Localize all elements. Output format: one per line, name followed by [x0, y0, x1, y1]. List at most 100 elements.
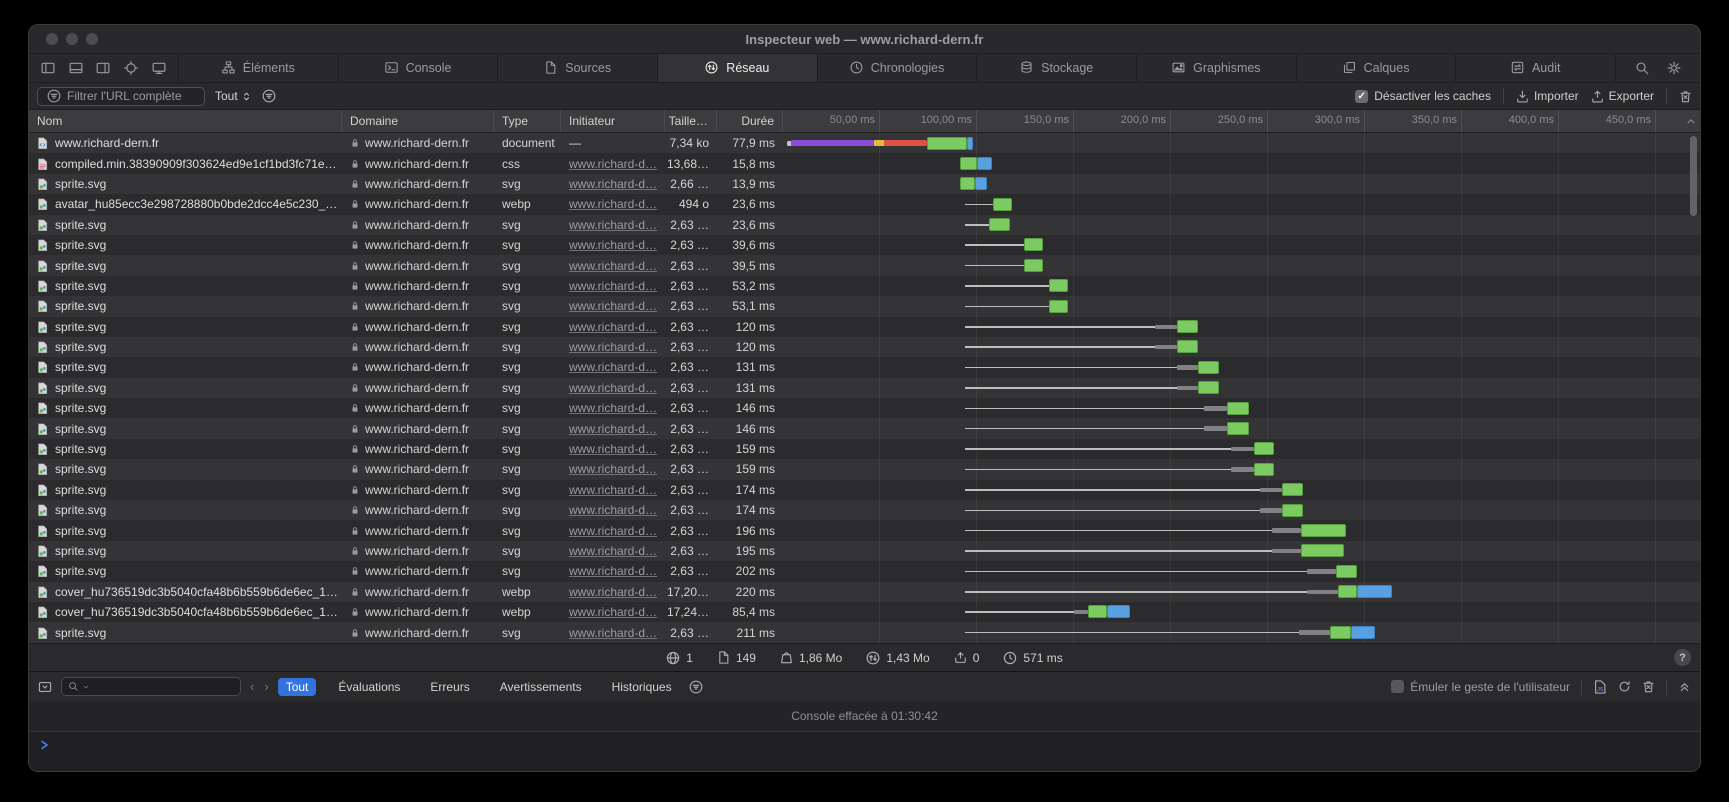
help-button[interactable]: ?	[1674, 649, 1691, 666]
previous-result-button[interactable]: ‹	[250, 679, 254, 694]
console-filter-tout[interactable]: Tout	[278, 678, 317, 696]
tab-graphismes[interactable]: Graphismes	[1137, 54, 1297, 82]
initiator-link[interactable]: www.richard-d…	[569, 442, 657, 456]
initiator-link[interactable]: www.richard-d…	[569, 299, 657, 313]
initiator-link[interactable]: www.richard-d…	[569, 544, 657, 558]
column-header-duration[interactable]: Durée	[717, 110, 783, 132]
table-row[interactable]: sprite.svgwww.richard-dern.frsvgwww.rich…	[29, 357, 1700, 377]
initiator-link[interactable]: www.richard-d…	[569, 259, 657, 273]
reload-icon[interactable]	[1618, 680, 1631, 693]
console-scope-icon[interactable]	[38, 680, 52, 694]
table-row[interactable]: cover_hu736519dc3b5040cfa48b6b559b6de6ec…	[29, 602, 1700, 622]
tab-sources[interactable]: Sources	[498, 54, 658, 82]
initiator-link[interactable]: www.richard-d…	[569, 585, 657, 599]
clear-console-trash-icon[interactable]	[1642, 680, 1655, 693]
device-preview-icon[interactable]	[150, 59, 168, 77]
tab-éléments[interactable]: Éléments	[179, 54, 339, 82]
tab-calques[interactable]: Calques	[1297, 54, 1457, 82]
dock-right-icon[interactable]	[94, 59, 112, 77]
search-icon[interactable]	[1635, 61, 1649, 75]
initiator-link[interactable]: www.richard-d…	[569, 401, 657, 415]
emulate-user-gesture-checkbox[interactable]: Émuler le geste de l'utilisateur	[1391, 680, 1570, 694]
tab-stockage[interactable]: Stockage	[977, 54, 1137, 82]
table-row[interactable]: sprite.svgwww.richard-dern.frsvgwww.rich…	[29, 480, 1700, 500]
url-filter-field[interactable]: Filtrer l'URL complète	[37, 87, 205, 106]
console-filter-erreurs[interactable]: Erreurs	[422, 678, 477, 696]
initiator-link[interactable]: www.richard-d…	[569, 360, 657, 374]
initiator-link[interactable]: www.richard-d…	[569, 524, 657, 538]
disable-caches-checkbox[interactable]: ✓ Désactiver les caches	[1355, 89, 1491, 103]
column-header-domain[interactable]: Domaine	[342, 110, 494, 132]
console-prompt[interactable]	[29, 732, 1700, 771]
table-row[interactable]: compiled.min.38390909f303624ed9e1cf1bd3f…	[29, 153, 1700, 173]
initiator-link[interactable]: www.richard-d…	[569, 340, 657, 354]
initiator-link[interactable]: www.richard-d…	[569, 320, 657, 334]
initiator-link[interactable]: www.richard-d…	[569, 462, 657, 476]
column-header-size[interactable]: Taille…	[665, 110, 717, 132]
element-picker-icon[interactable]	[122, 59, 140, 77]
clear-network-trash-icon[interactable]	[1679, 90, 1692, 103]
tab-chronologies[interactable]: Chronologies	[818, 54, 978, 82]
table-row[interactable]: sprite.svgwww.richard-dern.frsvgwww.rich…	[29, 317, 1700, 337]
table-row[interactable]: sprite.svgwww.richard-dern.frsvgwww.rich…	[29, 215, 1700, 235]
vertical-scrollbar[interactable]	[1690, 136, 1697, 216]
initiator-link[interactable]: www.richard-d…	[569, 381, 657, 395]
table-row[interactable]: avatar_hu85ecc3e298728880b0bde2dcc4e5c23…	[29, 194, 1700, 214]
table-row[interactable]: cover_hu736519dc3b5040cfa48b6b559b6de6ec…	[29, 582, 1700, 602]
table-row[interactable]: sprite.svgwww.richard-dern.frsvgwww.rich…	[29, 622, 1700, 642]
initiator-link[interactable]: www.richard-d…	[569, 564, 657, 578]
filter-options-icon[interactable]	[262, 89, 276, 103]
initiator-link[interactable]: www.richard-d…	[569, 218, 657, 232]
column-header-name[interactable]: Nom	[29, 110, 342, 132]
table-row[interactable]: sprite.svgwww.richard-dern.frsvgwww.rich…	[29, 378, 1700, 398]
close-window-button[interactable]	[46, 33, 58, 45]
initiator-link[interactable]: www.richard-d…	[569, 238, 657, 252]
zoom-window-button[interactable]	[86, 33, 98, 45]
table-row[interactable]: sprite.svgwww.richard-dern.frsvgwww.rich…	[29, 500, 1700, 520]
table-row[interactable]: sprite.svgwww.richard-dern.frsvgwww.rich…	[29, 520, 1700, 540]
column-header-initiator[interactable]: Initiateur	[561, 110, 665, 132]
table-row[interactable]: sprite.svgwww.richard-dern.frsvgwww.rich…	[29, 541, 1700, 561]
tab-audit[interactable]: Audit	[1456, 54, 1616, 82]
table-row[interactable]: sprite.svgwww.richard-dern.frsvgwww.rich…	[29, 296, 1700, 316]
dock-bottom-icon[interactable]	[67, 59, 85, 77]
console-filter-évaluations[interactable]: Évaluations	[330, 678, 408, 696]
initiator-link[interactable]: www.richard-d…	[569, 157, 657, 171]
table-row[interactable]: sprite.svgwww.richard-dern.frsvgwww.rich…	[29, 459, 1700, 479]
chevron-up-icon[interactable]	[1685, 115, 1697, 127]
initiator-link[interactable]: www.richard-d…	[569, 605, 657, 619]
initiator-link[interactable]: www.richard-d…	[569, 483, 657, 497]
table-row[interactable]: sprite.svgwww.richard-dern.frsvgwww.rich…	[29, 235, 1700, 255]
tab-réseau[interactable]: Réseau	[658, 54, 818, 82]
console-search-field[interactable]	[61, 677, 241, 696]
console-options-icon[interactable]	[689, 680, 703, 694]
table-row[interactable]: sprite.svgwww.richard-dern.frsvgwww.rich…	[29, 337, 1700, 357]
initiator-link[interactable]: www.richard-d…	[569, 177, 657, 191]
table-row[interactable]: sprite.svgwww.richard-dern.frsvgwww.rich…	[29, 174, 1700, 194]
table-row[interactable]: sprite.svgwww.richard-dern.frsvgwww.rich…	[29, 561, 1700, 581]
import-button[interactable]: Importer	[1516, 89, 1579, 103]
initiator-link[interactable]: www.richard-d…	[569, 197, 657, 211]
js-context-icon[interactable]: JS	[1593, 680, 1607, 694]
table-row[interactable]: sprite.svgwww.richard-dern.frsvgwww.rich…	[29, 439, 1700, 459]
column-header-type[interactable]: Type	[494, 110, 561, 132]
console-filter-historiques[interactable]: Historiques	[604, 678, 680, 696]
next-result-button[interactable]: ›	[264, 679, 268, 694]
initiator-link[interactable]: www.richard-d…	[569, 279, 657, 293]
resource-type-select[interactable]: Tout	[215, 89, 252, 103]
collapse-console-icon[interactable]	[1678, 680, 1691, 693]
initiator-link[interactable]: www.richard-d…	[569, 503, 657, 517]
table-row[interactable]: sprite.svgwww.richard-dern.frsvgwww.rich…	[29, 418, 1700, 438]
tab-console[interactable]: Console	[339, 54, 499, 82]
console-filter-avertissements[interactable]: Avertissements	[492, 678, 590, 696]
initiator-link[interactable]: www.richard-d…	[569, 626, 657, 640]
table-row[interactable]: sprite.svgwww.richard-dern.frsvgwww.rich…	[29, 276, 1700, 296]
gear-icon[interactable]	[1667, 61, 1681, 75]
table-row[interactable]: sprite.svgwww.richard-dern.frsvgwww.rich…	[29, 398, 1700, 418]
export-button[interactable]: Exporter	[1591, 89, 1654, 103]
initiator-link[interactable]: www.richard-d…	[569, 422, 657, 436]
minimize-window-button[interactable]	[66, 33, 78, 45]
table-row[interactable]: www.richard-dern.frwww.richard-dern.frdo…	[29, 133, 1700, 153]
dock-left-icon[interactable]	[39, 59, 57, 77]
table-row[interactable]: sprite.svgwww.richard-dern.frsvgwww.rich…	[29, 255, 1700, 275]
